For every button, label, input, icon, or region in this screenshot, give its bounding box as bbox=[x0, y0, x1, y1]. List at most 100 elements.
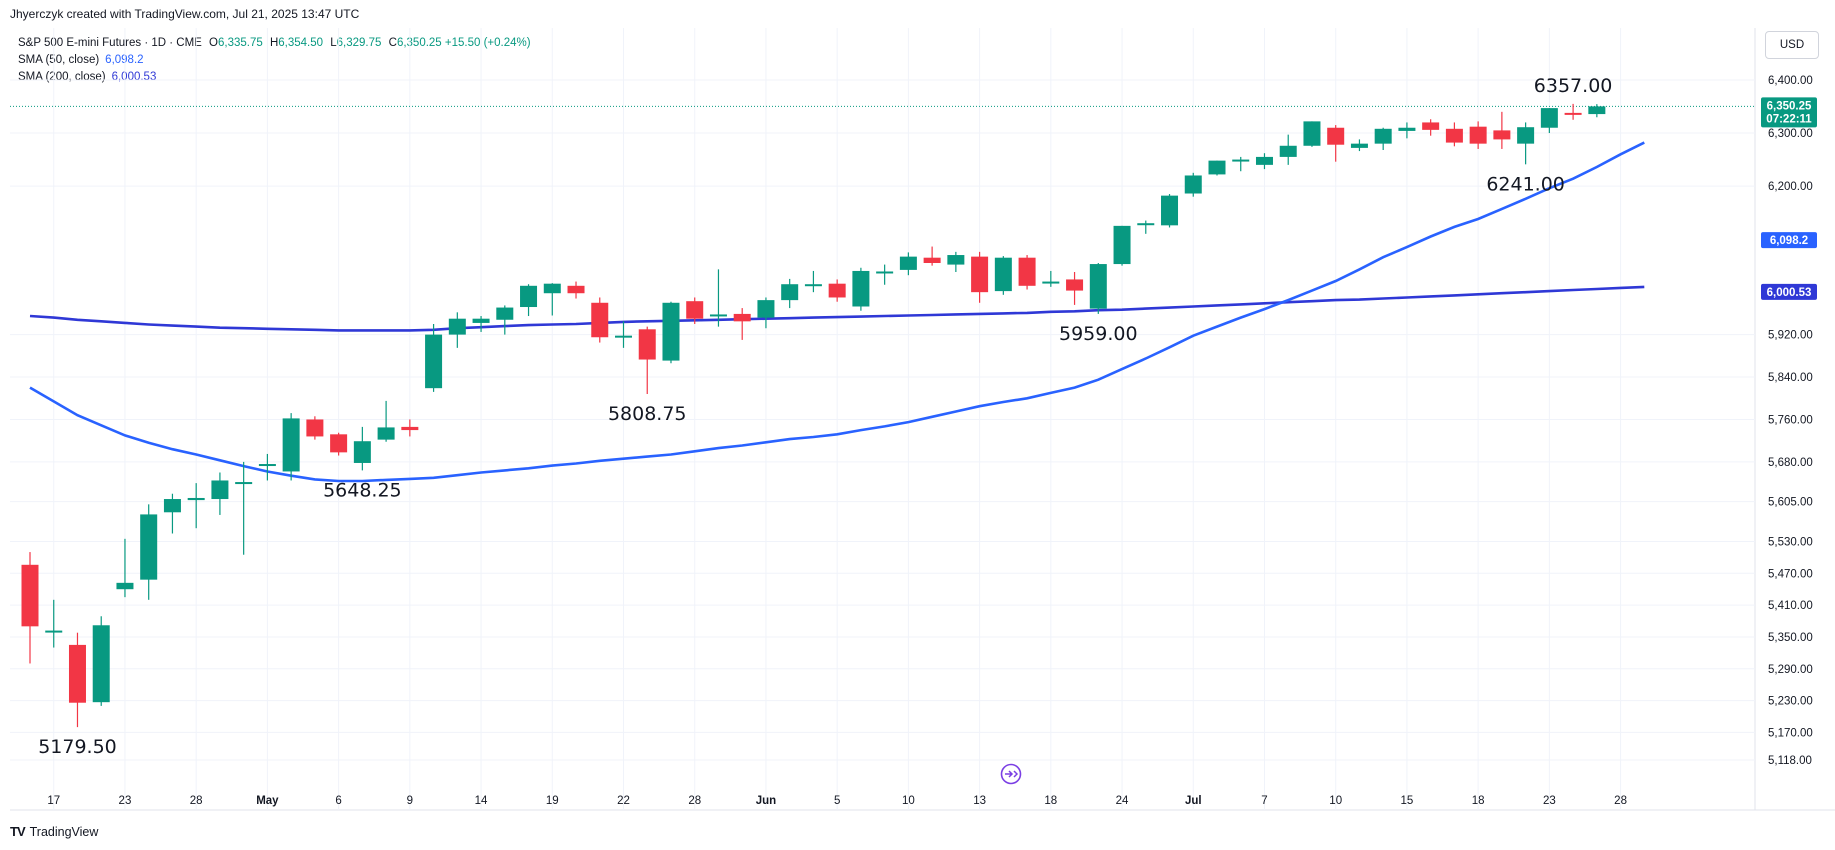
down-candle bbox=[21, 564, 39, 627]
down-candle bbox=[330, 434, 348, 453]
up-candle bbox=[1184, 175, 1202, 194]
y-axis: 6,400.00 6,300.00 6,200.00 5,920.00 5,840.00… bbox=[1768, 75, 1813, 767]
down-candle bbox=[68, 644, 86, 703]
countdown-label: 07:22:11 bbox=[1766, 113, 1812, 125]
up-candle bbox=[520, 285, 538, 308]
down-candle bbox=[1018, 257, 1036, 286]
up-candle bbox=[615, 335, 632, 338]
x-tick-label: 28 bbox=[190, 795, 203, 807]
goto-realtime-button[interactable] bbox=[1000, 763, 1022, 785]
annotation-layer: 5179.50 5648.25 5808.75 5959.00 6241.00 6357.… bbox=[38, 75, 1612, 758]
down-candle bbox=[1422, 122, 1440, 130]
x-tick-label: 23 bbox=[1543, 795, 1556, 807]
up-candle bbox=[1042, 281, 1060, 284]
down-candle bbox=[686, 301, 704, 319]
up-candle bbox=[163, 499, 181, 513]
x-tick-label: 18 bbox=[1044, 795, 1057, 807]
y-tick-label: 5,170.00 bbox=[1768, 727, 1813, 739]
price-tag-label: 6,000.53 bbox=[1767, 287, 1812, 299]
up-candle bbox=[353, 441, 371, 463]
x-tick-label: 28 bbox=[1614, 795, 1627, 807]
down-candle bbox=[306, 419, 324, 437]
price-annotation: 6357.00 bbox=[1534, 75, 1613, 97]
tradingview-brand[interactable]: TradingView bbox=[29, 824, 99, 839]
symbol-name[interactable]: S&P 500 E-mini Futures · 1D · CME bbox=[18, 37, 202, 49]
x-tick-label: 13 bbox=[973, 795, 986, 807]
open-value: 6,335.75 bbox=[218, 37, 263, 49]
up-candle bbox=[662, 302, 680, 361]
down-candle bbox=[638, 329, 656, 360]
price-tag-label: 6,350.25 bbox=[1767, 100, 1812, 112]
down-candle bbox=[1066, 279, 1084, 291]
candle-layer bbox=[21, 103, 1606, 728]
footer: TV TradingView bbox=[10, 824, 98, 839]
up-candle bbox=[1303, 121, 1321, 146]
x-tick-label: 18 bbox=[1472, 795, 1485, 807]
price-annotation: 5179.50 bbox=[38, 736, 117, 758]
y-tick-label: 6,200.00 bbox=[1768, 181, 1813, 193]
price-tag bbox=[1761, 232, 1817, 249]
sma50-value: 6,098.2 bbox=[105, 54, 144, 66]
up-candle bbox=[1161, 195, 1179, 226]
x-tick-label: 17 bbox=[47, 795, 60, 807]
x-tick-label: 28 bbox=[688, 795, 701, 807]
currency-button[interactable]: USD bbox=[1765, 31, 1819, 59]
sma50-line bbox=[29, 141, 1645, 483]
up-candle bbox=[1208, 160, 1226, 175]
y-tick-label: 5,840.00 bbox=[1768, 372, 1813, 384]
up-candle bbox=[258, 464, 276, 467]
up-candle bbox=[1517, 127, 1535, 144]
y-tick-label: 6,300.00 bbox=[1768, 128, 1813, 140]
down-candle bbox=[591, 302, 609, 338]
up-candle bbox=[543, 283, 561, 294]
up-candle bbox=[1540, 108, 1558, 128]
y-tick-label: 5,230.00 bbox=[1768, 696, 1813, 708]
y-tick-label: 5,470.00 bbox=[1768, 568, 1813, 580]
open-label: O bbox=[209, 37, 218, 49]
y-tick-label: 5,530.00 bbox=[1768, 536, 1813, 548]
up-candle bbox=[235, 482, 253, 485]
up-candle bbox=[116, 582, 134, 590]
grid-layer bbox=[10, 28, 1835, 811]
low-value: 6,329.75 bbox=[336, 37, 382, 49]
x-tick-label: 10 bbox=[1329, 795, 1342, 807]
x-tick-label: 9 bbox=[407, 795, 413, 807]
chart-attribution: Jhyerczyk created with TradingView.com, … bbox=[10, 7, 360, 21]
x-tick-label: 5 bbox=[834, 795, 840, 807]
up-candle bbox=[140, 514, 158, 580]
y-tick-label: 6,400.00 bbox=[1768, 75, 1813, 87]
up-candle bbox=[1588, 106, 1606, 115]
up-candle bbox=[1113, 225, 1131, 265]
sma50-label: SMA (50, close) bbox=[18, 54, 100, 66]
up-candle bbox=[1374, 128, 1392, 144]
x-tick-label: 14 bbox=[475, 795, 488, 807]
price-annotation: 5808.75 bbox=[608, 403, 687, 425]
y-tick-label: 5,920.00 bbox=[1768, 330, 1813, 342]
up-candle bbox=[1350, 143, 1368, 148]
y-tick-label: 5,350.00 bbox=[1768, 632, 1813, 644]
down-candle bbox=[1445, 128, 1463, 143]
tradingview-logo-icon[interactable]: TV bbox=[10, 824, 26, 839]
down-candle bbox=[567, 285, 585, 294]
up-candle bbox=[757, 300, 775, 318]
up-candle bbox=[1232, 159, 1250, 162]
down-candle bbox=[971, 256, 989, 293]
up-candle bbox=[496, 307, 514, 320]
x-tick-label: 7 bbox=[1261, 795, 1267, 807]
up-candle bbox=[92, 625, 110, 703]
close-value: 6,350.25 bbox=[396, 37, 442, 49]
down-candle bbox=[1564, 112, 1582, 115]
x-tick-label: 15 bbox=[1401, 795, 1414, 807]
up-candle bbox=[852, 270, 870, 307]
x-tick-label: 6 bbox=[335, 795, 341, 807]
sma-layer bbox=[29, 141, 1645, 483]
down-candle bbox=[1469, 126, 1487, 144]
up-candle bbox=[211, 480, 229, 500]
price-annotation: 6241.00 bbox=[1486, 173, 1565, 195]
y-tick-label: 5,605.00 bbox=[1768, 497, 1813, 509]
x-tick-label: Jun bbox=[756, 795, 776, 807]
sma50-legend-row[interactable]: SMA (50, close) 6,098.2 bbox=[18, 52, 531, 69]
price-annotation: 5648.25 bbox=[323, 479, 402, 501]
